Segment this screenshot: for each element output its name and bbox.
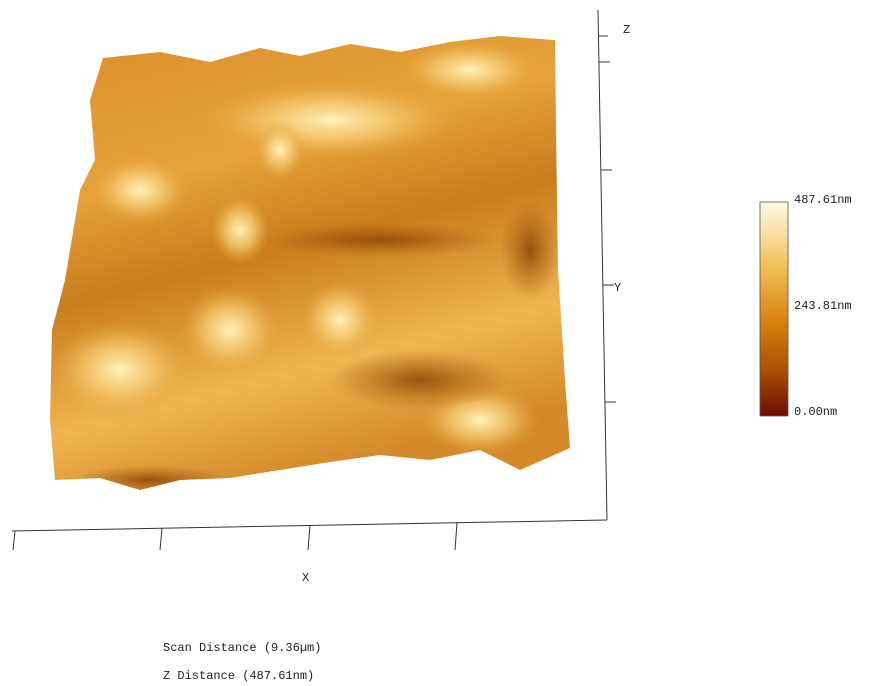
- surface: [40, 30, 580, 500]
- z-distance: Z Distance (487.61nm): [163, 669, 314, 683]
- colorbar-max: 487.61nm: [794, 193, 852, 207]
- z-axis-label: Z: [623, 23, 630, 37]
- tick: [13, 531, 15, 550]
- x-axis-label: X: [302, 571, 309, 585]
- colorbar: [760, 202, 788, 416]
- y-axis: [598, 10, 607, 520]
- tick: [455, 523, 457, 550]
- colorbar-mid: 243.81nm: [794, 299, 852, 313]
- scan-distance: Scan Distance (9.36µm): [163, 641, 321, 655]
- afm-view: Z Y X 487.61nm 243.81nm 0.00nm Scan Dist…: [0, 0, 876, 686]
- page: {"axes": {"z": "Z", "y": "Y", "x": "X"},…: [0, 0, 876, 686]
- colorbar-min: 0.00nm: [794, 405, 837, 419]
- tick: [160, 528, 162, 550]
- tick: [308, 525, 310, 550]
- y-axis-label: Y: [614, 281, 621, 295]
